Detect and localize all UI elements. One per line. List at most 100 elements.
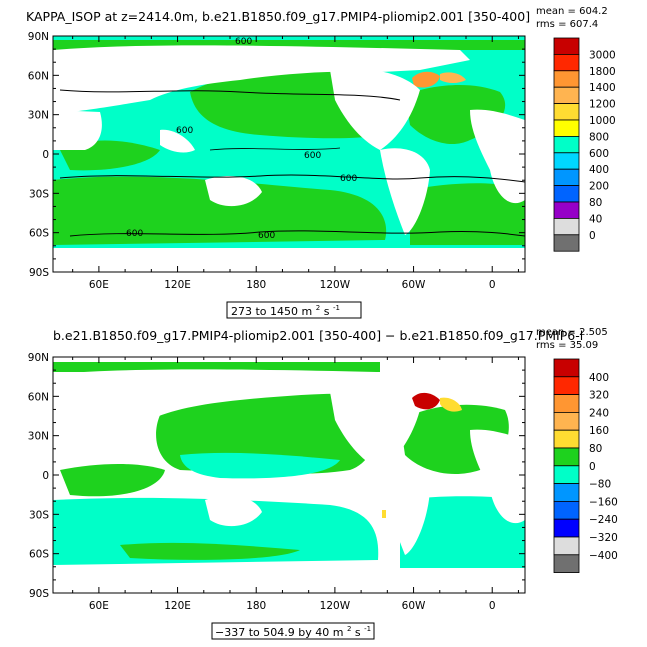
panel-1-contour-line [209, 147, 341, 151]
colorbar-swatch [553, 201, 580, 219]
colorbar-label: 3000 [589, 49, 616, 61]
colorbar-swatch [553, 70, 580, 88]
panel-2-indian-green [60, 464, 165, 497]
panel-1-eurasia-land [53, 45, 470, 116]
x-tick-label: 0 [489, 600, 496, 612]
panel-2-rms: rms = 35.09 [536, 340, 598, 351]
panel-2-eurasia-land [53, 369, 470, 435]
y-tick-label: 60N [28, 391, 49, 403]
panel-2-mean: mean = 2.505 [536, 327, 608, 338]
panel-1-south-atlantic-green [410, 183, 525, 245]
panel-1-southern-ocean-green [53, 176, 387, 245]
y-tick-label: 0 [42, 149, 49, 161]
panel-1-contour-line [59, 174, 525, 183]
colorbar-swatch [553, 483, 580, 502]
panel-2-unit-suffix: s [355, 626, 361, 639]
colorbar-swatch [553, 217, 580, 236]
panel-1-greenland-high [412, 71, 440, 88]
colorbar-label: 80 [589, 443, 602, 455]
x-tick-label: 180 [246, 279, 266, 291]
panel-1-rms: rms = 607.4 [536, 19, 598, 30]
panel-2-africa-land [470, 429, 525, 524]
x-tick-label: 120E [164, 279, 191, 291]
colorbar-label: 1000 [589, 115, 616, 127]
panel-1-arabia-land [53, 110, 102, 150]
colorbar-swatch [553, 54, 580, 72]
y-tick-label: 90N [28, 31, 49, 43]
panel-1-maritime-land [160, 129, 195, 153]
panel-1-contour-label: 600 [258, 231, 275, 241]
colorbar-swatch [553, 394, 580, 413]
y-tick-label: 0 [42, 470, 49, 482]
colorbar-label: 80 [589, 197, 602, 209]
y-tick-label: 90S [29, 588, 49, 600]
colorbar-label: 800 [589, 131, 609, 143]
panel-2-antarctica-land [53, 570, 525, 593]
colorbar-label: 200 [589, 181, 609, 193]
panel-1-contour-label: 600 [235, 37, 252, 47]
panel-2-equatorial-cyan [180, 452, 340, 479]
panel-2-axes: 60E 120E 180 120W 60W 0 90N 60N 30N 0 30S 60S 90S [28, 352, 525, 612]
colorbar-label: −80 [589, 479, 611, 491]
y-tick-label: 30S [29, 509, 49, 521]
colorbar-label: 320 [589, 390, 609, 402]
panel-2-title: b.e21.B1850.f09_g17.PMIP4-pliomip2.001 [… [53, 328, 583, 343]
panel-2-range-label: −337 to 504.9 by 40 m 2 s -1 [211, 621, 375, 640]
y-tick-label: 30N [28, 110, 49, 122]
colorbar-swatch [553, 554, 580, 573]
panel-2: b.e21.B1850.f09_g17.PMIP4-pliomip2.001 [… [28, 327, 618, 640]
svg-text:−337 to 504.9 by 40 m: −337 to 504.9 by 40 m 2 s -1 [215, 621, 371, 639]
colorbar-swatch [553, 135, 580, 154]
panel-1-australia-land [205, 176, 262, 207]
x-tick-label: 180 [246, 600, 266, 612]
panel-1-contour-line [69, 230, 525, 237]
panel-1-contour-label: 600 [126, 229, 143, 239]
panel-1-contour-label: 600 [340, 174, 357, 184]
svg-text:273 to 1450 m 2: 273 to 1450 m 2 s -1 [231, 300, 340, 318]
colorbar-label: 1800 [589, 66, 616, 78]
x-tick-label: 120W [320, 279, 351, 291]
panel-1-contour-line [59, 89, 401, 101]
panel-2-small-yellow [382, 510, 386, 518]
colorbar-label: 600 [589, 148, 609, 160]
y-tick-label: 90S [29, 267, 49, 279]
x-tick-label: 0 [489, 279, 496, 291]
panel-2-greenland-red [412, 392, 440, 410]
y-tick-label: 60S [29, 228, 49, 240]
colorbar-label: 40 [589, 213, 602, 225]
colorbar-swatch [553, 119, 580, 137]
colorbar-swatch [553, 518, 580, 538]
panel-2-unit-exp2: -1 [364, 625, 371, 633]
colorbar-label: 240 [589, 407, 609, 419]
panel-2-north-america-land [330, 390, 420, 470]
colorbar-swatch [553, 234, 580, 252]
colorbar-label: −160 [589, 496, 618, 508]
panel-1-axes: 60E 120E 180 120W 60W 0 90N 60N 30N 0 30S 60S 90S [28, 31, 525, 291]
panel-2-south-america-land [380, 468, 430, 555]
colorbar-swatch [553, 103, 580, 121]
panel-2-pacific-green [156, 388, 379, 475]
x-tick-label: 120E [164, 600, 191, 612]
panel-2-southern-green [120, 542, 300, 560]
colorbar-label: 160 [589, 425, 609, 437]
panel-1-range-label: 273 to 1450 m 2 s -1 [226, 300, 362, 319]
panel-1-unit-exp2: -1 [333, 304, 340, 312]
panel-1-contour-label: 600 [304, 151, 321, 161]
panel-1-range-text: 273 to 1450 m [231, 305, 312, 318]
colorbar-swatch [553, 500, 580, 520]
colorbar-swatch [553, 358, 580, 378]
colorbar-swatch [553, 429, 580, 449]
x-tick-label: 60E [89, 279, 109, 291]
colorbar-label: 0 [589, 461, 596, 473]
colorbar-swatch [553, 376, 580, 395]
colorbar-label: 0 [589, 230, 596, 242]
y-tick-label: 60S [29, 549, 49, 561]
colorbar-label: −240 [589, 514, 618, 526]
colorbar-swatch [553, 465, 580, 484]
colorbar-swatch [553, 86, 580, 104]
x-tick-label: 60W [402, 279, 426, 291]
colorbar-label: 1400 [589, 82, 616, 94]
y-tick-label: 30S [29, 188, 49, 200]
panel-1-unit-suffix: s [324, 305, 330, 318]
